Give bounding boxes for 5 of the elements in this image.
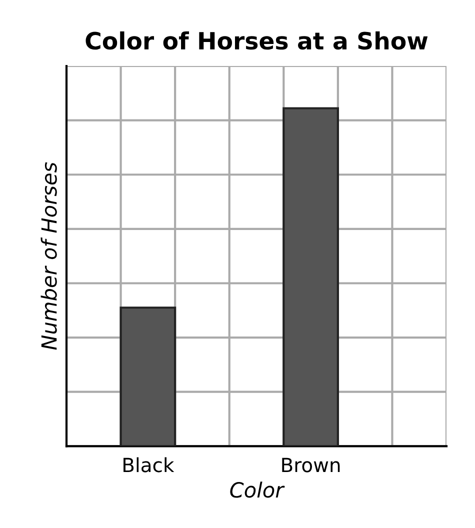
x-tick-label: Brown <box>282 458 340 472</box>
chart-title: Color of Horses at a Show <box>86 31 428 50</box>
x-axis-title: Color <box>230 482 285 498</box>
x-tick-label: Black <box>124 457 174 472</box>
y-axis-title: Number of Horses <box>40 162 57 350</box>
